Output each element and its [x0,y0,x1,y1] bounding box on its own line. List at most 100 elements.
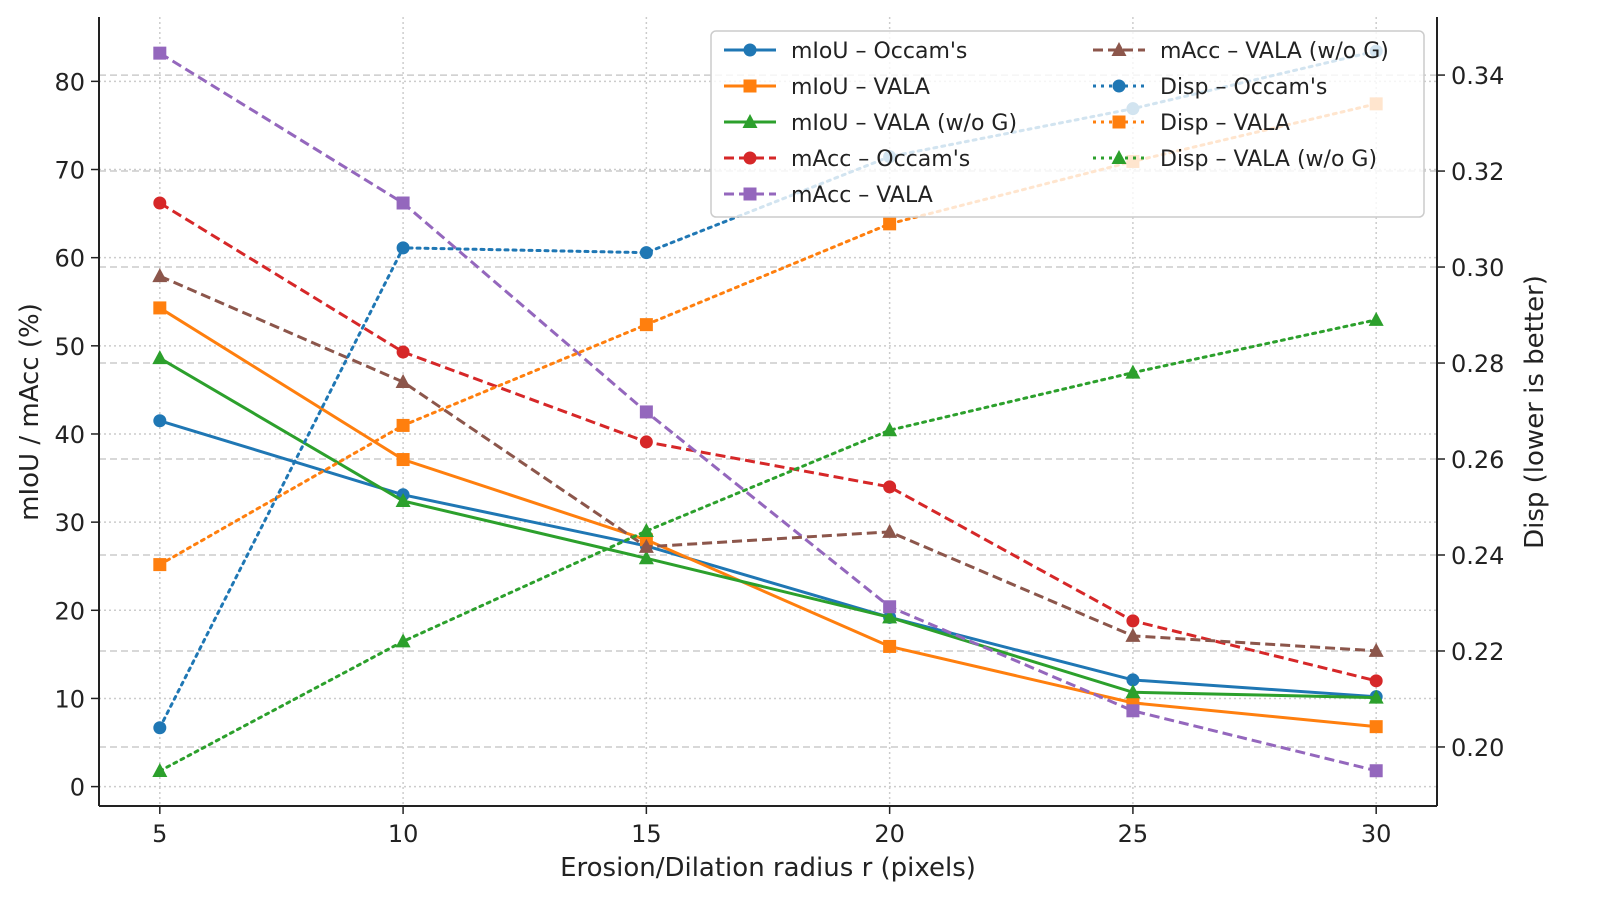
data-point [639,405,653,419]
legend-box [710,30,1425,218]
data-point [396,241,410,255]
data-point [1368,311,1384,326]
legend-label: Disp – VALA [1160,111,1290,136]
series-lines [152,44,1384,778]
x-axis-label: Erosion/Dilation radius r (pixels) [560,853,976,883]
data-point [1368,689,1384,704]
data-point [639,435,653,449]
series-line [159,51,1377,773]
series-macc-vala [153,46,1383,778]
data-point [396,418,410,432]
x-tick-label: 5 [152,820,167,848]
series-line [159,274,1377,653]
data-point [638,538,654,553]
data-point [1125,364,1141,379]
legend-label: mIoU – VALA (w/o G) [791,111,1017,136]
legend-marker [1112,115,1126,129]
y-right-tick-label: 0.22 [1451,638,1504,666]
y-right-tick-label: 0.28 [1451,350,1504,378]
series-miou-occam-s [153,414,1383,704]
legend-label: Disp – VALA (w/o G) [1160,147,1377,172]
x-tick-label: 20 [874,820,905,848]
y-right-tick-label: 0.20 [1451,734,1504,762]
data-point [396,453,410,467]
data-point [153,558,167,572]
data-point [1126,673,1140,687]
y-tick-label: 80 [54,68,85,96]
y-tick-label: 50 [54,333,85,361]
data-point [395,492,411,507]
y-tick-label: 40 [54,421,85,449]
data-point [883,639,897,653]
data-point [152,762,168,777]
axes: 5 10 15 20 25 30 0 10 20 30 40 50 60 70 80 0.20 0.22 0.24… [54,17,1504,848]
data-point [152,350,168,365]
legend-label: mAcc – VALA [791,183,933,208]
data-point [882,523,898,538]
series-miou-vala-w-o-g- [152,350,1384,704]
data-point [883,480,897,494]
legend-label: mAcc – Occam's [791,147,970,172]
y-tick-label: 30 [54,509,85,537]
y-tick-label: 0 [70,774,85,802]
data-point [639,246,653,260]
series-line [159,306,1377,729]
series-disp-vala-w-o-g- [152,311,1384,777]
data-point [639,318,653,332]
legend-label: Disp – Occam's [1160,75,1327,100]
legend-marker [743,79,757,93]
data-point [152,268,168,283]
x-tick-label: 25 [1118,820,1149,848]
series-line [158,318,1378,773]
series-line [159,419,1377,699]
data-point [153,721,167,735]
data-point [1125,684,1141,699]
legend-label: mIoU – Occam's [791,39,967,64]
data-point [153,414,167,428]
data-point [1126,704,1140,718]
series-miou-vala [153,301,1383,734]
data-point [396,345,410,359]
data-point [395,373,411,388]
data-point [1369,764,1383,778]
data-point [883,600,897,614]
series-line [159,201,1377,683]
data-point [395,633,411,648]
x-tick-label: 15 [631,820,662,848]
y-axis-label: mIoU / mAcc (%) [15,303,45,521]
y-axis-right-label: Disp (lower is better) [1520,275,1550,549]
data-point [1369,674,1383,688]
y-tick-label: 20 [54,597,85,625]
y-right-tick-label: 0.26 [1451,446,1504,474]
data-point [396,196,410,210]
y-right-tick-label: 0.34 [1451,62,1504,90]
data-point [882,609,898,624]
legend-marker [743,187,757,201]
data-point [1126,614,1140,628]
x-tick-label: 10 [388,820,419,848]
data-point [1368,642,1384,657]
data-point [1125,627,1141,642]
data-point [883,217,897,231]
data-point [882,422,898,437]
legend-marker [743,151,757,165]
data-point [1369,720,1383,734]
x-tick-label: 30 [1361,820,1392,848]
legend-marker [742,114,758,128]
legend-marker [743,43,757,57]
series-macc-occam-s [153,196,1383,688]
y-right-tick-label: 0.24 [1451,542,1504,570]
y-right-tick-label: 0.30 [1451,254,1504,282]
data-point [638,550,654,565]
legend: mIoU – Occam's mIoU – VALA mIoU – VALA (w/… [710,30,1425,218]
y-tick-label: 70 [54,157,85,185]
data-point [638,523,654,538]
y-tick-label: 10 [54,685,85,713]
legend-label: mAcc – VALA (w/o G) [1160,39,1389,64]
series-line [159,356,1377,700]
series-macc-vala-w-o-g- [152,268,1384,657]
data-point [153,301,167,315]
data-point [153,196,167,210]
legend-marker [1111,150,1127,164]
